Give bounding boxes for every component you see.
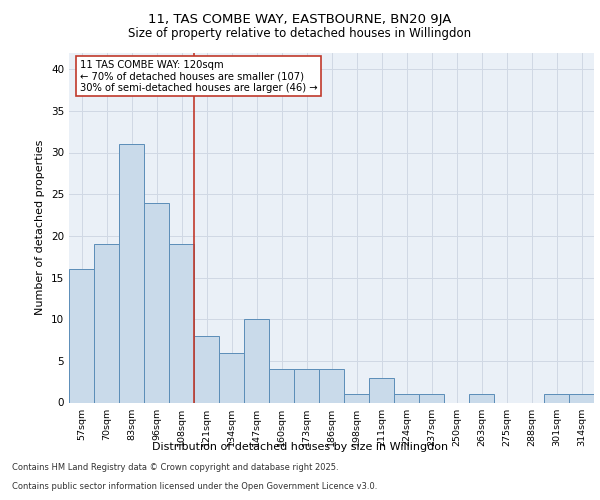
Bar: [294, 369, 319, 402]
Bar: [94, 244, 119, 402]
Bar: [169, 244, 194, 402]
Bar: [369, 378, 394, 402]
Bar: [394, 394, 419, 402]
Bar: [469, 394, 494, 402]
Bar: [569, 394, 594, 402]
Bar: [244, 319, 269, 402]
Bar: [119, 144, 144, 403]
Bar: [194, 336, 219, 402]
Text: Distribution of detached houses by size in Willingdon: Distribution of detached houses by size …: [152, 442, 448, 452]
Text: Size of property relative to detached houses in Willingdon: Size of property relative to detached ho…: [128, 28, 472, 40]
Bar: [69, 269, 94, 402]
Bar: [144, 202, 169, 402]
Bar: [269, 369, 294, 402]
Text: 11, TAS COMBE WAY, EASTBOURNE, BN20 9JA: 11, TAS COMBE WAY, EASTBOURNE, BN20 9JA: [148, 12, 452, 26]
Bar: [219, 352, 244, 403]
Bar: [419, 394, 444, 402]
Text: Contains HM Land Registry data © Crown copyright and database right 2025.: Contains HM Land Registry data © Crown c…: [12, 464, 338, 472]
Bar: [319, 369, 344, 402]
Text: Contains public sector information licensed under the Open Government Licence v3: Contains public sector information licen…: [12, 482, 377, 491]
Y-axis label: Number of detached properties: Number of detached properties: [35, 140, 46, 315]
Bar: [344, 394, 369, 402]
Bar: [544, 394, 569, 402]
Text: 11 TAS COMBE WAY: 120sqm
← 70% of detached houses are smaller (107)
30% of semi-: 11 TAS COMBE WAY: 120sqm ← 70% of detach…: [79, 60, 317, 92]
